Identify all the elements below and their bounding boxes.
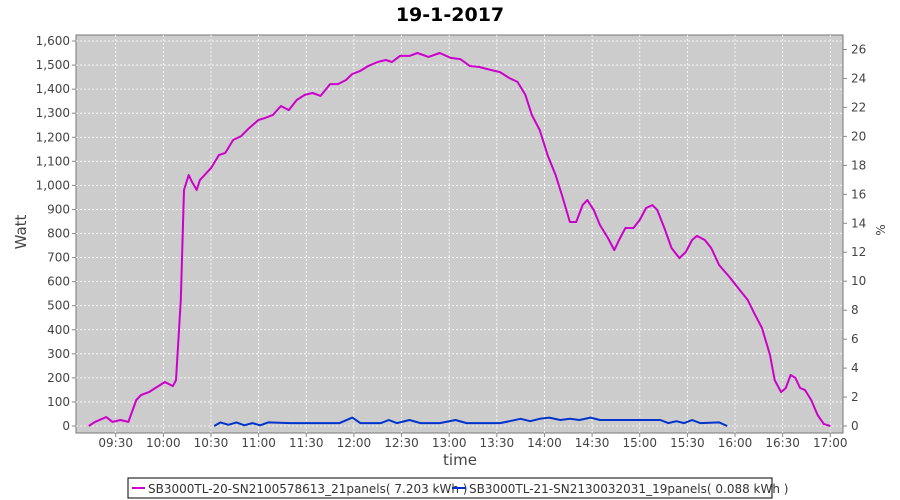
y-tick-label: 0 [62, 419, 70, 433]
y-tick-label: 800 [47, 227, 70, 241]
x-tick-label: 13:30 [480, 436, 515, 450]
x-tick-label: 15:30 [670, 436, 705, 450]
y2-tick-label: 0 [851, 419, 859, 433]
y-tick-label: 1,200 [36, 130, 70, 144]
chart-title: 19-1-2017 [396, 4, 504, 26]
y-tick-label: 500 [47, 299, 70, 313]
y2-tick-label: 6 [851, 332, 859, 346]
y2-tick-label: 24 [851, 71, 866, 85]
x-tick-label: 16:30 [765, 436, 800, 450]
x-tick-label: 14:30 [575, 436, 610, 450]
x-tick-label: 17:00 [813, 436, 848, 450]
y-tick-label: 200 [47, 371, 70, 385]
y2-tick-label: 2 [851, 390, 859, 404]
y-tick-label: 1,000 [36, 178, 70, 192]
x-tick-label: 16:00 [718, 436, 753, 450]
x-tick-label: 10:00 [146, 436, 181, 450]
y2-tick-label: 26 [851, 42, 866, 56]
legend: SB3000TL-20-SN2100578613_21panels( 7.203… [127, 477, 788, 499]
legend-entry-0: SB3000TL-20-SN2100578613_21panels( 7.203… [148, 482, 467, 496]
y2-tick-label: 4 [851, 361, 859, 375]
y2-tick-label: 14 [851, 216, 866, 230]
y2-tick-label: 22 [851, 100, 866, 114]
y-tick-label: 300 [47, 347, 70, 361]
y-tick-label: 1,500 [36, 58, 70, 72]
y2-tick-label: 18 [851, 158, 866, 172]
series-line-0 [88, 52, 831, 427]
x-tick-label: 15:00 [622, 436, 657, 450]
x-tick-label: 10:30 [194, 436, 229, 450]
y-tick-label: 1,300 [36, 106, 70, 120]
y-axis-label: Watt [12, 214, 30, 249]
x-tick-label: 12:30 [384, 436, 419, 450]
x-tick-label: 11:30 [289, 436, 324, 450]
x-tick-label: 11:00 [241, 436, 276, 450]
y2-axis-label: % [874, 224, 888, 235]
x-tick-label: 13:00 [432, 436, 467, 450]
series-line-1 [213, 416, 728, 427]
y-tick-label: 400 [47, 323, 70, 337]
x-tick-label: 12:00 [337, 436, 372, 450]
y-tick-label: 900 [47, 202, 70, 216]
y-tick-label: 600 [47, 275, 70, 289]
y2-tick-label: 10 [851, 274, 866, 288]
y-tick-label: 700 [47, 251, 70, 265]
y-tick-label: 1,100 [36, 154, 70, 168]
y-tick-label: 100 [47, 395, 70, 409]
y2-tick-label: 12 [851, 245, 866, 259]
plot-area [75, 34, 844, 434]
x-axis-label: time [443, 451, 477, 469]
y2-tick-label: 16 [851, 187, 866, 201]
y2-tick-label: 8 [851, 303, 859, 317]
x-tick-label: 14:00 [527, 436, 562, 450]
legend-entry-1: SB3000TL-21-SN2130032031_19panels( 0.088… [469, 482, 788, 496]
y-tick-label: 1,600 [36, 34, 70, 48]
y2-tick-label: 20 [851, 129, 866, 143]
x-tick-label: 09:30 [98, 436, 133, 450]
y-tick-label: 1,400 [36, 82, 70, 96]
